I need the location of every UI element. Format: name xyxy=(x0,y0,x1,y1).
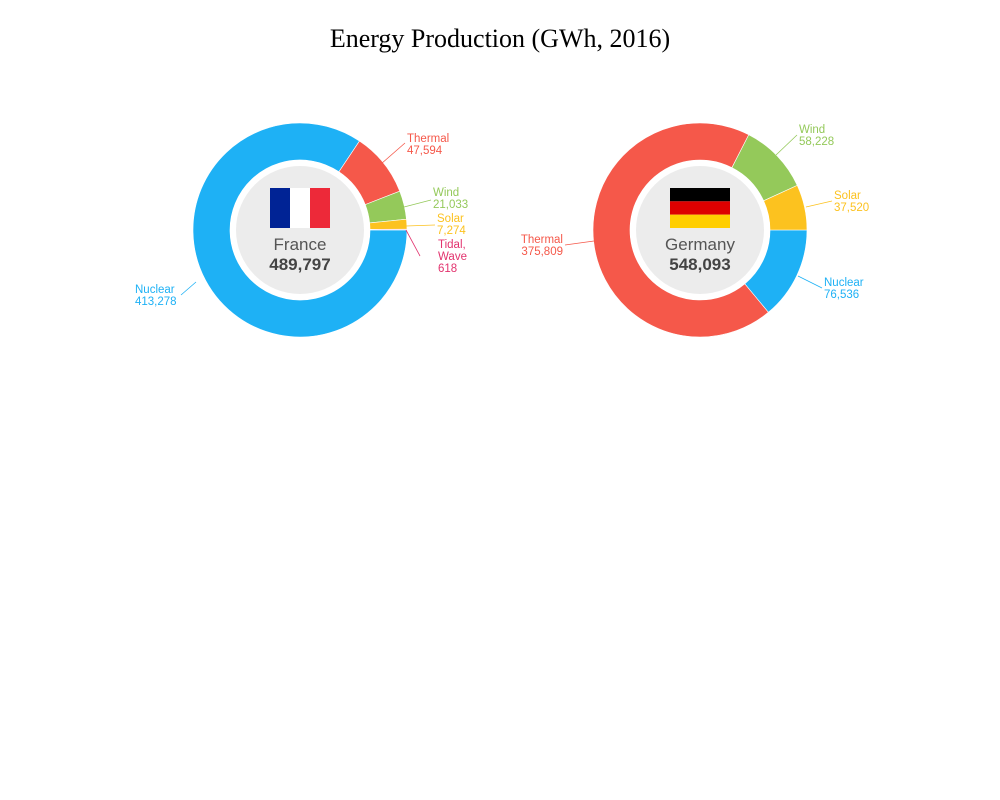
center-total-value: 548,093 xyxy=(669,255,730,274)
center-country-name: France xyxy=(274,235,327,254)
leader-line xyxy=(405,224,436,227)
leader-line xyxy=(797,275,823,289)
leader-line xyxy=(775,134,798,156)
data-label-thermal: Thermal 375,809 xyxy=(521,234,563,258)
data-label-tidal-wave: Tidal, Wave 618 xyxy=(438,239,467,275)
leader-line xyxy=(403,199,432,208)
center-disc xyxy=(236,166,364,294)
center-country-name: Germany xyxy=(665,235,735,254)
center-total-value: 489,797 xyxy=(269,255,330,274)
data-label-solar: Solar 7,274 xyxy=(437,213,466,237)
data-label-nuclear: Nuclear 413,278 xyxy=(135,284,177,308)
leader-line xyxy=(405,229,421,257)
slice-france-tidal-wave[interactable] xyxy=(369,228,408,231)
slice-france-nuclear[interactable] xyxy=(192,122,408,338)
data-label-thermal: Thermal 47,594 xyxy=(407,133,449,157)
flag-france-icon xyxy=(270,188,330,228)
data-label-wind: Wind 58,228 xyxy=(799,124,834,148)
data-label-nuclear: Nuclear 76,536 xyxy=(824,277,864,301)
leader-line xyxy=(805,200,833,208)
center-disc xyxy=(636,166,764,294)
flag-germany-icon xyxy=(670,188,730,228)
leader-line xyxy=(180,281,197,296)
leader-line xyxy=(564,240,595,246)
data-label-wind: Wind 21,033 xyxy=(433,187,468,211)
chart-title: Energy Production (GWh, 2016) xyxy=(329,24,671,53)
leader-line xyxy=(380,142,406,165)
data-label-solar: Solar 37,520 xyxy=(834,190,869,214)
